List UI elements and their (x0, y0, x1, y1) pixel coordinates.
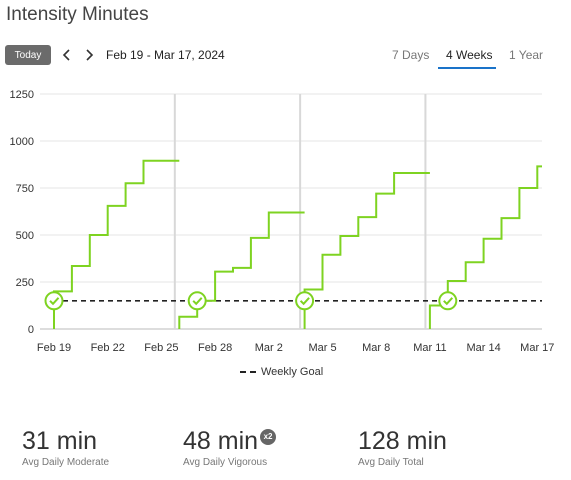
x-tick-label: Mar 17 (520, 342, 554, 354)
x-tick-label: Feb 22 (91, 342, 125, 354)
x-tick-label: Feb 19 (37, 342, 71, 354)
stat-value: 128 min (358, 427, 447, 455)
tab-7-days[interactable]: 7 Days (392, 48, 430, 62)
stat-label: Avg Daily Vigorous (183, 457, 268, 468)
stat-avg-daily-vigorous: 48 min x2 Avg Daily Vigorous (183, 427, 277, 468)
stat-avg-daily-moderate: 31 min Avg Daily Moderate (22, 427, 109, 468)
goal-met-marker (44, 291, 64, 311)
x-tick-label: Mar 8 (362, 342, 390, 354)
x-tick-label: Mar 2 (255, 342, 283, 354)
goal-met-marker (438, 291, 458, 311)
tab-4-weeks[interactable]: 4 Weeks (446, 48, 493, 62)
checkmark-icon (49, 297, 60, 306)
toolbar: Today Feb 19 - Mar 17, 2024 7 Days 4 Wee… (0, 44, 571, 70)
legend-dash-swatch (240, 371, 256, 373)
page-title: Intensity Minutes (6, 4, 149, 25)
x-tick-label: Mar 11 (413, 342, 446, 354)
stat-label: Avg Daily Moderate (22, 457, 110, 468)
today-button[interactable]: Today (5, 45, 51, 65)
stat-value: 31 min (22, 427, 98, 455)
stat-label: Avg Daily Total (358, 457, 424, 468)
y-tick-label: 0 (28, 324, 34, 336)
y-tick-label: 1250 (10, 89, 34, 101)
series-week-1 (53, 159, 180, 329)
stat-value: 48 min (183, 427, 259, 455)
stat-avg-daily-total: 128 min Avg Daily Total (358, 427, 447, 468)
multiplier-badge: x2 (260, 429, 277, 446)
chevron-right-icon[interactable] (82, 48, 96, 62)
checkmark-icon (443, 297, 454, 306)
y-tick-label: 750 (16, 183, 34, 195)
goal-met-marker (295, 291, 315, 311)
chart-legend: Weekly Goal (240, 366, 323, 378)
active-tab-indicator (438, 67, 496, 69)
chevron-left-icon[interactable] (60, 48, 74, 62)
tab-1-year[interactable]: 1 Year (509, 48, 544, 62)
x-tick-label: Feb 25 (144, 342, 178, 354)
x-tick-label: Mar 5 (308, 342, 336, 354)
y-tick-label: 250 (16, 277, 34, 289)
x-tick-label: Feb 28 (198, 342, 232, 354)
y-tick-label: 500 (16, 230, 34, 242)
series-week-3 (303, 171, 430, 329)
checkmark-icon (192, 297, 203, 306)
legend-label-weekly-goal: Weekly Goal (261, 366, 324, 378)
goal-met-marker (187, 291, 207, 311)
y-tick-label: 1000 (10, 136, 34, 148)
date-range-label: Feb 19 - Mar 17, 2024 (106, 48, 225, 62)
checkmark-icon (299, 297, 310, 306)
x-tick-label: Mar 14 (466, 342, 500, 354)
series-week-2 (178, 211, 305, 329)
